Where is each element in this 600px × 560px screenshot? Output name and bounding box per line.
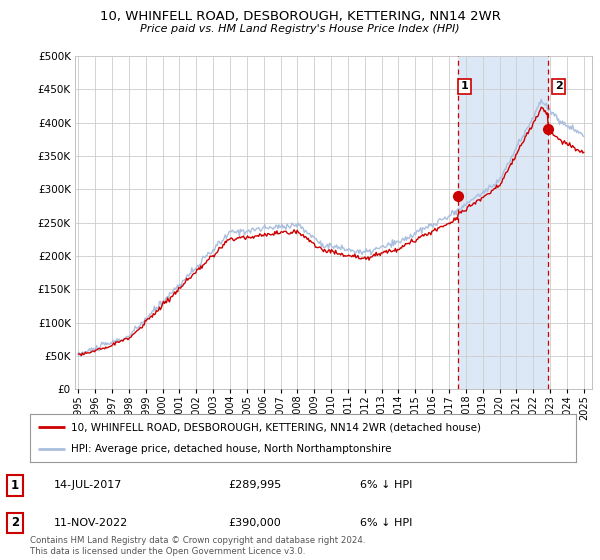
Text: Price paid vs. HM Land Registry's House Price Index (HPI): Price paid vs. HM Land Registry's House … bbox=[140, 24, 460, 34]
Text: 6% ↓ HPI: 6% ↓ HPI bbox=[360, 518, 412, 528]
Text: £289,995: £289,995 bbox=[228, 480, 281, 491]
Text: 6% ↓ HPI: 6% ↓ HPI bbox=[360, 480, 412, 491]
Text: 1: 1 bbox=[11, 479, 19, 492]
Text: Contains HM Land Registry data © Crown copyright and database right 2024.
This d: Contains HM Land Registry data © Crown c… bbox=[30, 536, 365, 556]
Text: 2: 2 bbox=[11, 516, 19, 529]
Text: HPI: Average price, detached house, North Northamptonshire: HPI: Average price, detached house, Nort… bbox=[71, 444, 391, 454]
Text: 11-NOV-2022: 11-NOV-2022 bbox=[54, 518, 128, 528]
Text: 1: 1 bbox=[461, 81, 469, 91]
Text: 10, WHINFELL ROAD, DESBOROUGH, KETTERING, NN14 2WR (detached house): 10, WHINFELL ROAD, DESBOROUGH, KETTERING… bbox=[71, 422, 481, 432]
Text: 10, WHINFELL ROAD, DESBOROUGH, KETTERING, NN14 2WR: 10, WHINFELL ROAD, DESBOROUGH, KETTERING… bbox=[100, 10, 500, 22]
Text: 2: 2 bbox=[554, 81, 562, 91]
Bar bbox=[458, 56, 548, 389]
Text: 14-JUL-2017: 14-JUL-2017 bbox=[54, 480, 122, 491]
Text: £390,000: £390,000 bbox=[228, 518, 281, 528]
